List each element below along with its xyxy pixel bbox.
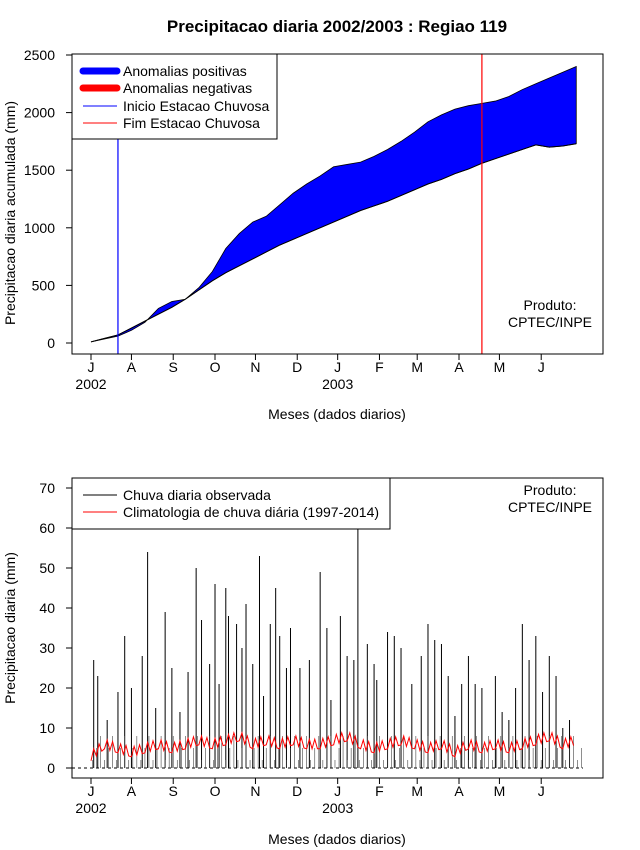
bottom-legend: Chuva diaria observada Climatologia de c… — [71, 477, 391, 530]
bottom-xtick-label-3: O — [210, 783, 221, 799]
bottom-credit-2: CPTEC/INPE — [508, 499, 592, 515]
bottom-xtick-label-10: M — [494, 783, 506, 799]
top-xtick-label-10: M — [494, 359, 506, 375]
top-xtick-label-1: A — [127, 359, 137, 375]
top-credit-1: Produto: — [524, 297, 577, 313]
top-ytick-label-3: 1500 — [24, 162, 55, 178]
top-ytick-label-0: 0 — [47, 335, 55, 351]
top-xtick-label-5: D — [292, 359, 302, 375]
bottom-xtick-label-5: D — [292, 783, 302, 799]
legend-label-negative: Anomalias negativas — [123, 80, 252, 96]
top-xtick-label-6: J — [334, 359, 341, 375]
anomaly-area — [90, 65, 577, 343]
bottom-xtick-label-7: F — [375, 783, 384, 799]
legend-label-positive: Anomalias positivas — [123, 63, 247, 79]
bottom-ytick-label-7: 70 — [39, 480, 55, 496]
bottom-x-axis-label: Meses (dados diarios) — [268, 831, 406, 847]
top-xtick-label-3: O — [210, 359, 221, 375]
bottom-year-label-1: 2003 — [322, 800, 353, 816]
bottom-xtick-label-6: J — [334, 783, 341, 799]
bottom-xtick-label-8: M — [411, 783, 423, 799]
top-xtick-label-8: M — [411, 359, 423, 375]
bottom-xtick-label-4: N — [250, 783, 260, 799]
bottom-ytick-label-1: 10 — [39, 720, 55, 736]
top-xtick-label-4: N — [250, 359, 260, 375]
top-ytick-label-5: 2500 — [24, 47, 55, 63]
bottom-xtick-label-9: A — [454, 783, 464, 799]
top-year-label-0: 2002 — [75, 376, 106, 392]
bottom-y-axis: 0 10 20 30 40 50 60 70 — [39, 480, 72, 776]
bottom-ytick-label-4: 40 — [39, 600, 55, 616]
top-year-label-1: 2003 — [322, 376, 353, 392]
top-xtick-label-2: S — [169, 359, 178, 375]
bottom-ytick-label-5: 50 — [39, 560, 55, 576]
top-ytick-label-1: 500 — [32, 277, 56, 293]
top-xtick-label-11: J — [538, 359, 545, 375]
bottom-xtick-label-1: A — [127, 783, 137, 799]
bottom-credit-1: Produto: — [524, 482, 577, 498]
legend-label-onset: Inicio Estacao Chuvosa — [123, 98, 270, 114]
legend-label-observed: Chuva diaria observada — [123, 487, 271, 503]
top-xtick-label-0: J — [88, 359, 95, 375]
top-y-axis-label: Precipitacao diaria acumulada (mm) — [2, 101, 18, 325]
top-x-axis-label: Meses (dados diarios) — [268, 406, 406, 422]
top-credit-2: CPTEC/INPE — [508, 314, 592, 330]
bottom-year-label-0: 2002 — [75, 800, 106, 816]
bottom-xtick-label-11: J — [538, 783, 545, 799]
bottom-y-axis-label: Precipitacao diaria (mm) — [2, 552, 18, 704]
top-xtick-label-9: A — [454, 359, 464, 375]
observed-rain-bars — [92, 488, 582, 768]
top-xtick-label-7: F — [375, 359, 384, 375]
top-ytick-label-2: 1000 — [24, 220, 55, 236]
bottom-ytick-label-6: 60 — [39, 520, 55, 536]
climatology-cumulative-line — [90, 143, 577, 343]
top-legend: Anomalias positivas Anomalias negativas … — [71, 53, 278, 140]
climatology-line — [90, 730, 575, 761]
bottom-ytick-label-0: 0 — [47, 760, 55, 776]
bottom-legend-box — [71, 477, 391, 530]
legend-label-climatology: Climatologia de chuva diária (1997-2014) — [123, 504, 379, 520]
top-ytick-label-4: 2000 — [24, 105, 55, 121]
bottom-ytick-label-2: 20 — [39, 680, 55, 696]
top-y-axis: 0 500 1000 1500 2000 2500 — [24, 47, 72, 351]
bottom-xtick-label-0: J — [88, 783, 95, 799]
legend-label-end: Fim Estacao Chuvosa — [123, 115, 260, 131]
bottom-ytick-label-3: 30 — [39, 640, 55, 656]
chart-title: Precipitacao diaria 2002/2003 : Regiao 1… — [167, 17, 507, 36]
bottom-xtick-label-2: S — [169, 783, 178, 799]
